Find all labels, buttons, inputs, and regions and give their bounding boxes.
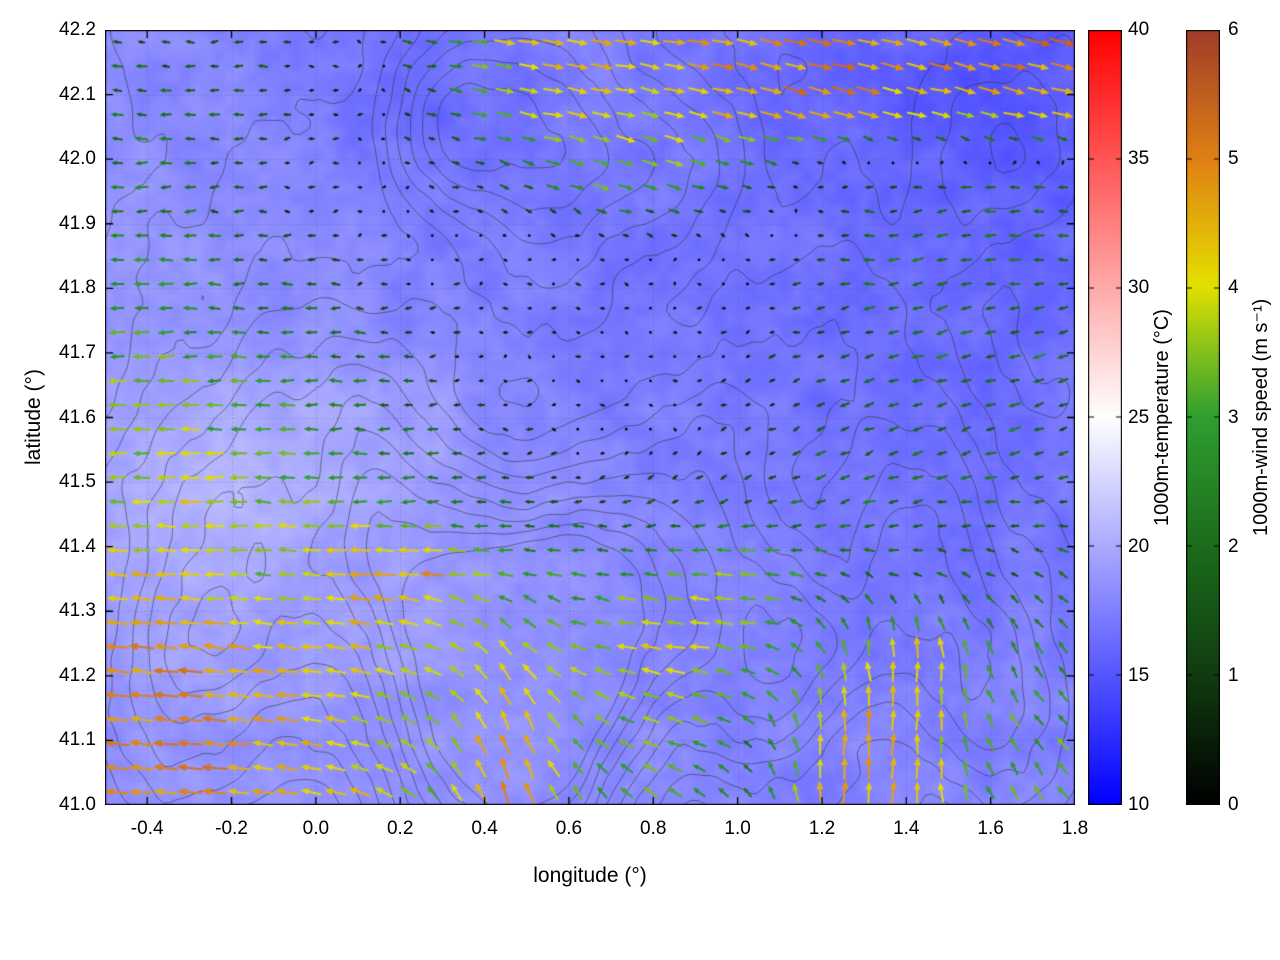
y-tick-label: 41.4: [59, 535, 96, 557]
y-tick-label: 41.3: [59, 600, 96, 622]
y-tick-label: 41.0: [59, 794, 96, 815]
x-tick-label: -0.4: [130, 818, 164, 839]
x-tick-label: 1.4: [893, 818, 920, 839]
y-axis-label: latitude (°): [22, 369, 45, 466]
x-tick-label: 0.2: [386, 818, 414, 839]
x-axis-label: longitude (°): [533, 864, 647, 887]
temperature-tick-label: 30: [1128, 277, 1150, 299]
y-tick-label: 41.5: [59, 471, 96, 493]
y-tick-label: 42.2: [59, 19, 96, 40]
wind-speed-colorbar: [1186, 30, 1220, 805]
wind-speed-tick-label: 1: [1228, 664, 1239, 686]
wind-speed-tick-label: 3: [1228, 406, 1239, 428]
y-tick-label: 41.7: [59, 341, 96, 363]
x-tick-label: -0.2: [215, 818, 248, 839]
wind-speed-tick-label: 5: [1228, 148, 1239, 170]
wind-speed-tick-label: 6: [1228, 19, 1239, 40]
temperature-colorbar: [1088, 30, 1122, 805]
map-plot-canvas: [105, 30, 1075, 805]
y-tick-label: 41.1: [59, 729, 96, 751]
y-tick-label: 41.2: [59, 664, 96, 686]
wind-speed-tick-label: 2: [1228, 535, 1239, 557]
y-tick-label: 42.1: [59, 83, 96, 105]
y-tick-label: 42.0: [59, 148, 96, 170]
temperature-tick-label: 20: [1128, 535, 1150, 557]
temperature-colorbar-label: 1000m-temperature (°C): [1151, 309, 1173, 526]
temperature-tick-label: 25: [1128, 406, 1150, 428]
x-tick-label: 0.6: [555, 818, 583, 839]
y-tick-label: 41.6: [59, 406, 96, 428]
temperature-tick-label: 35: [1128, 148, 1150, 170]
x-tick-label: 1.6: [977, 818, 1004, 839]
x-tick-label: 0.8: [640, 818, 667, 839]
wind-speed-colorbar-label: 1000m-wind speed (m s⁻¹): [1250, 298, 1272, 537]
x-tick-label: 1.0: [724, 818, 751, 839]
temperature-tick-label: 10: [1128, 794, 1150, 815]
x-tick-label: 0.0: [302, 818, 330, 839]
y-tick-label: 41.8: [59, 277, 96, 299]
x-tick-label: 0.4: [471, 818, 498, 839]
x-tick-label: 1.2: [808, 818, 836, 839]
wind-speed-tick-label: 0: [1228, 794, 1239, 815]
temperature-tick-label: 40: [1128, 19, 1150, 40]
wind-speed-tick-label: 4: [1228, 277, 1239, 299]
y-tick-label: 41.9: [59, 212, 96, 234]
temperature-tick-label: 15: [1128, 664, 1150, 686]
x-tick-label: 1.8: [1061, 818, 1089, 839]
